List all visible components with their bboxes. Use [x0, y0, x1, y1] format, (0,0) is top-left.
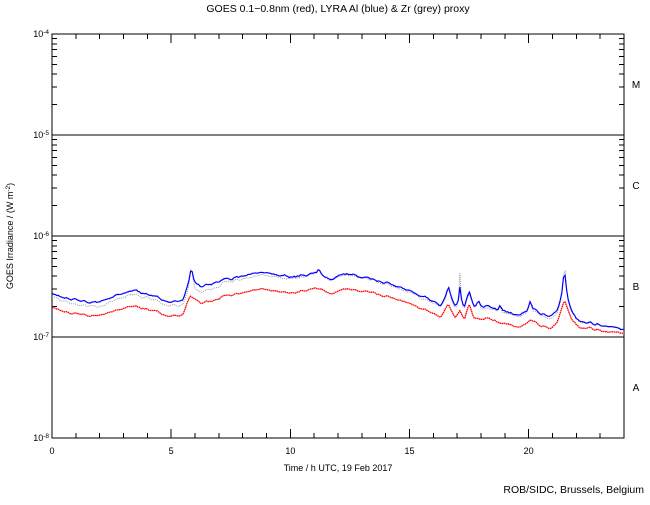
svg-text:0: 0 — [49, 446, 54, 456]
svg-text:5: 5 — [169, 446, 174, 456]
svg-text:15: 15 — [404, 446, 414, 456]
svg-text:B: B — [633, 282, 640, 293]
svg-text:GOES 0.1−0.8nm (red), LYRA Al: GOES 0.1−0.8nm (red), LYRA Al (blue) & Z… — [206, 3, 470, 15]
svg-text:C: C — [632, 181, 639, 192]
svg-text:A: A — [633, 383, 640, 394]
svg-text:ROB/SIDC, Brussels, Belgium: ROB/SIDC, Brussels, Belgium — [503, 484, 644, 496]
svg-text:GOES Irradiance / (W m-2): GOES Irradiance / (W m-2) — [5, 183, 16, 289]
svg-text:20: 20 — [524, 446, 534, 456]
svg-text:10: 10 — [285, 446, 295, 456]
svg-text:Time / h UTC, 19 Feb 2017: Time / h UTC, 19 Feb 2017 — [284, 463, 393, 473]
svg-text:M: M — [632, 80, 640, 91]
